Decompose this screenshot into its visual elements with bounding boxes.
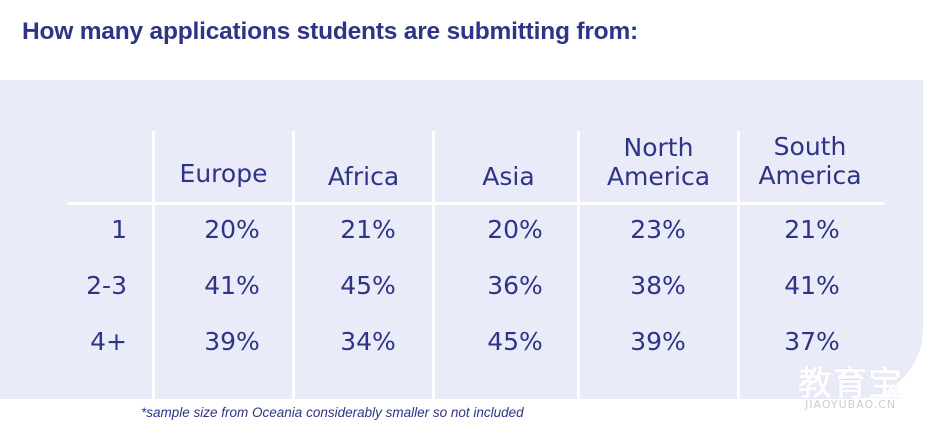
column-header-europe: Europe bbox=[155, 159, 292, 188]
footnote: *sample size from Oceania considerably s… bbox=[141, 405, 524, 420]
column-divider bbox=[577, 131, 580, 399]
row-label: 1 bbox=[111, 215, 127, 244]
row-label: 4+ bbox=[90, 327, 127, 356]
table-cell: 39% bbox=[630, 327, 686, 356]
table-cell: 41% bbox=[204, 271, 260, 300]
column-header-text: North bbox=[623, 133, 694, 162]
table-cell: 36% bbox=[487, 271, 543, 300]
column-header-text: Africa bbox=[327, 162, 400, 191]
table-cell: 37% bbox=[784, 327, 840, 356]
column-header-text: South bbox=[773, 132, 847, 161]
watermark-url: JIAOYUBAO.CN bbox=[805, 398, 897, 411]
column-divider bbox=[432, 131, 435, 399]
row-label: 2-3 bbox=[86, 271, 127, 300]
table-cell: 38% bbox=[630, 271, 686, 300]
column-header-text: Europe bbox=[179, 159, 268, 188]
column-divider bbox=[737, 131, 740, 399]
table-cell: 45% bbox=[487, 327, 543, 356]
table-cell: 21% bbox=[340, 215, 396, 244]
table-cell: 20% bbox=[487, 215, 543, 244]
page-title: How many applications students are submi… bbox=[22, 18, 638, 45]
table-cell: 23% bbox=[630, 215, 686, 244]
column-header-asia: Asia bbox=[440, 162, 577, 191]
table-cell: 45% bbox=[340, 271, 396, 300]
table-cell: 41% bbox=[784, 271, 840, 300]
table-cell: 20% bbox=[204, 215, 260, 244]
column-divider bbox=[152, 131, 155, 399]
table-cell: 39% bbox=[204, 327, 260, 356]
table-cell: 34% bbox=[340, 327, 396, 356]
column-header-north-america: North America bbox=[580, 133, 737, 191]
column-header-text: Asia bbox=[482, 162, 535, 191]
column-header-text: America bbox=[758, 161, 862, 190]
column-header-text: America bbox=[606, 162, 711, 191]
column-header-south-america: South America bbox=[740, 132, 880, 190]
table-cell: 21% bbox=[784, 215, 840, 244]
column-header-africa: Africa bbox=[295, 162, 432, 191]
header-divider bbox=[68, 202, 884, 205]
watermark-logo: 教育宝 bbox=[798, 364, 903, 404]
column-divider bbox=[292, 131, 295, 399]
